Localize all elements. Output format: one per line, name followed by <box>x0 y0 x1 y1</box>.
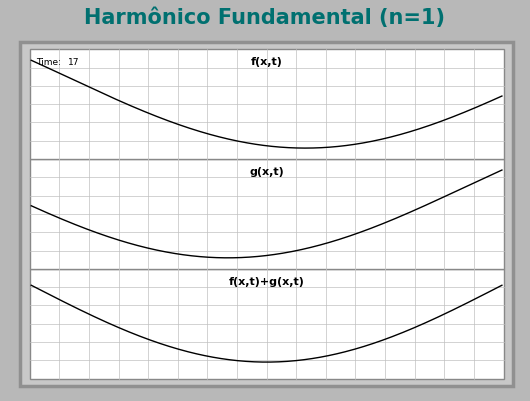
Text: Time:: Time: <box>36 58 61 67</box>
Text: f(x,t)+g(x,t): f(x,t)+g(x,t) <box>228 277 305 287</box>
Text: 17: 17 <box>68 58 80 67</box>
FancyBboxPatch shape <box>30 269 503 379</box>
FancyBboxPatch shape <box>30 49 503 159</box>
FancyBboxPatch shape <box>30 159 503 269</box>
FancyBboxPatch shape <box>20 42 513 386</box>
Text: g(x,t): g(x,t) <box>249 167 284 177</box>
Text: f(x,t): f(x,t) <box>251 57 282 67</box>
Text: Harmônico Fundamental (n=1): Harmônico Fundamental (n=1) <box>84 8 446 28</box>
